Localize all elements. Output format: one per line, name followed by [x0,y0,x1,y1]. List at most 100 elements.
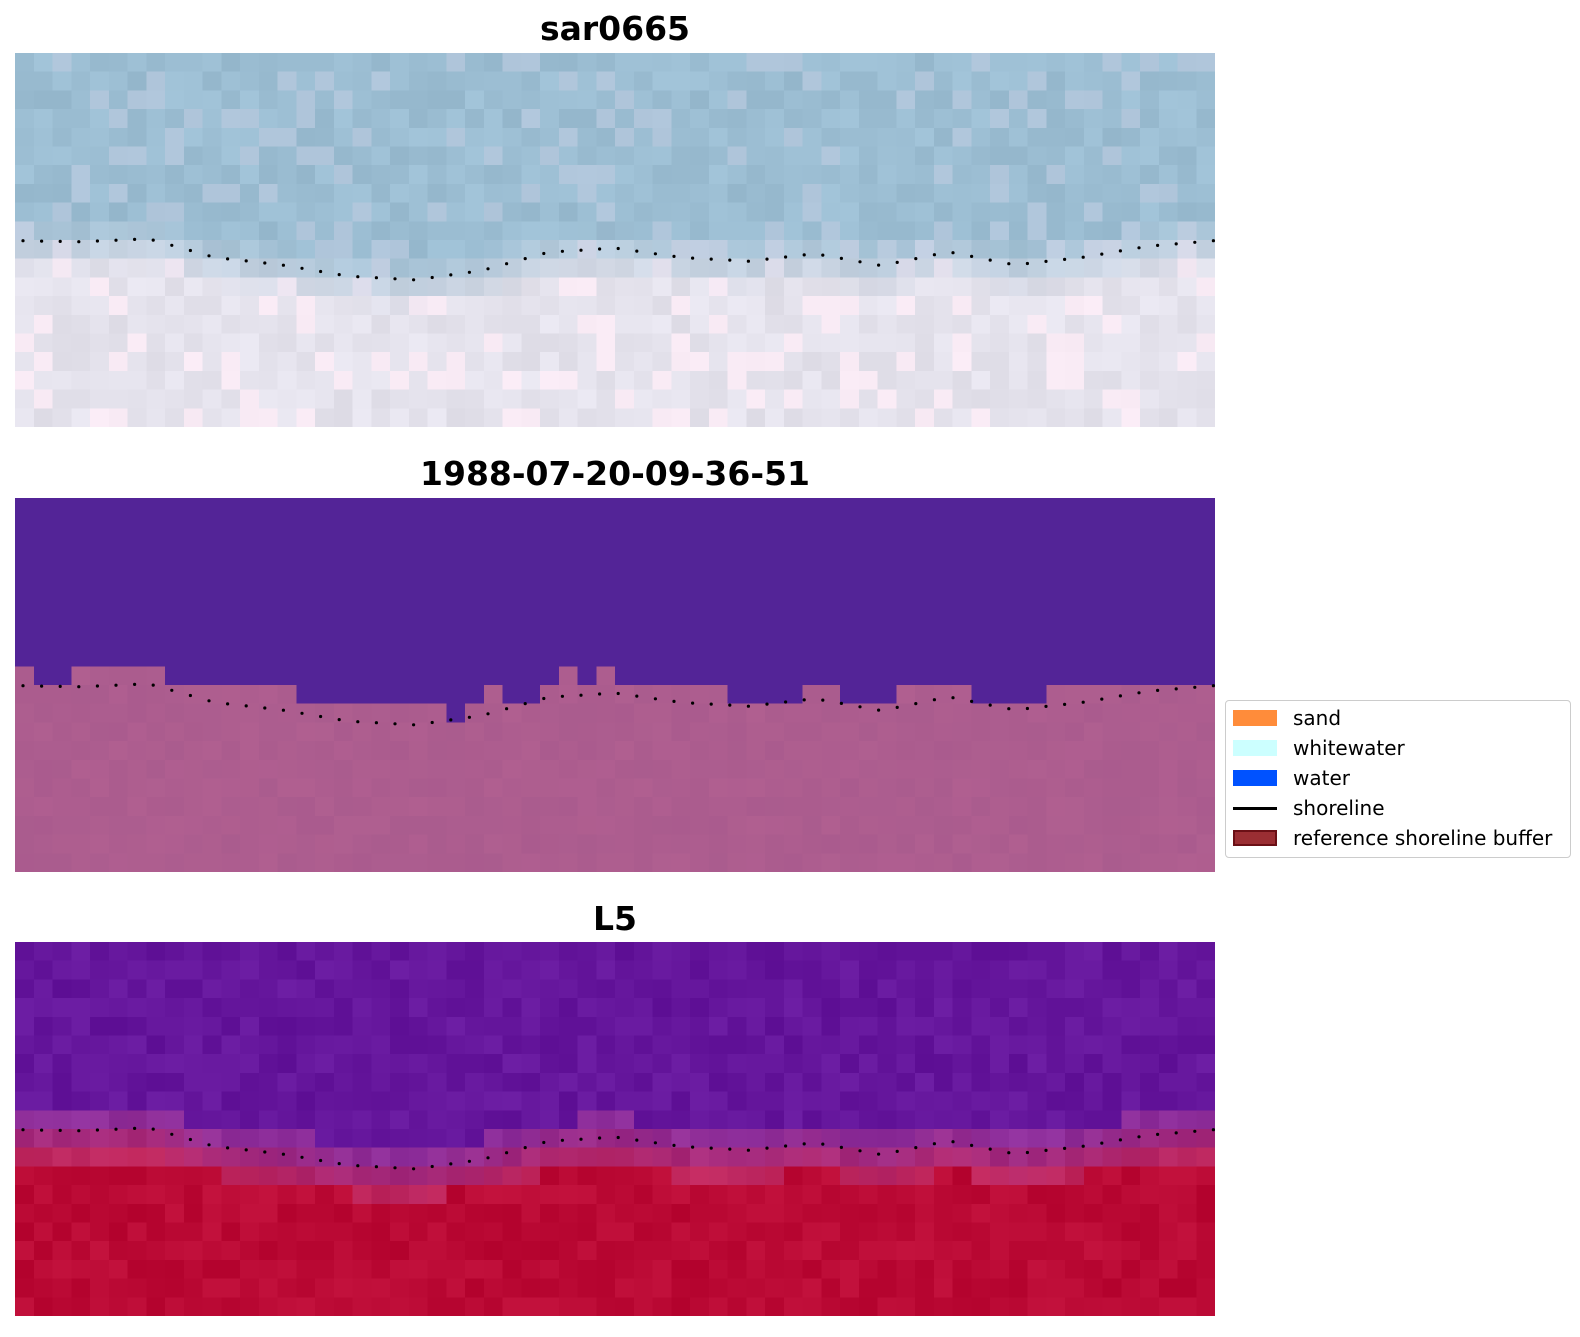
shoreline-point [393,277,397,281]
shoreline-point [374,1165,378,1169]
shoreline-point [263,706,267,710]
shoreline-point [95,684,99,688]
shoreline-point [1100,697,1104,701]
pixel-grid [15,942,1215,1316]
shoreline-point [839,1145,844,1149]
legend-item-reference-shoreline-buffer: reference shoreline buffer [1233,825,1552,851]
shoreline-point [1025,706,1029,711]
shoreline-point [1025,261,1029,266]
shoreline-point [1211,1128,1215,1132]
shoreline-point [281,708,285,712]
shoreline-point [58,1128,62,1132]
shoreline-point [263,261,267,265]
shoreline-point [1007,262,1011,266]
shoreline-point [356,720,360,724]
shoreline-point [188,248,192,253]
shoreline-point [672,699,676,703]
legend-item-sand: sand [1233,705,1341,731]
shoreline-point [1044,259,1048,263]
shoreline-point [709,257,713,261]
shoreline-point [1193,240,1197,244]
shoreline-point [319,714,323,719]
shoreline-point [988,258,992,262]
shoreline-point [467,270,471,274]
shoreline-point [542,696,546,701]
shoreline-point [58,239,62,243]
legend-label: sand [1293,706,1342,730]
panel-title: L5 [593,899,637,938]
shoreline-point [877,708,881,712]
shoreline-point [1156,243,1160,247]
index-image [15,942,1215,1316]
shoreline-point [226,257,230,261]
shoreline-point [951,696,955,700]
water-swatch-icon [1233,770,1277,786]
index-image-panel [15,942,1215,1316]
shoreline-point [319,1158,323,1163]
shoreline-point [1118,249,1122,253]
pixel-grid [15,53,1215,427]
shoreline-point [1081,1144,1085,1148]
shoreline-point [895,1149,899,1153]
shoreline-point [393,1166,397,1170]
shoreline-point [393,722,397,726]
shoreline-point [319,269,323,274]
shoreline-point [951,1140,955,1144]
shoreline-point [1063,257,1067,261]
shoreline-point [337,1162,341,1166]
buffer-swatch-icon [1233,830,1277,846]
shoreline-point [542,1140,546,1145]
shoreline-point [505,1151,509,1155]
shoreline-point [821,1142,825,1146]
shoreline-point [1137,246,1141,250]
shoreline-point [523,702,527,706]
shoreline-point [746,259,751,263]
shoreline-point [114,683,118,687]
shoreline-point [598,692,602,696]
shoreline-point [281,1152,285,1156]
shoreline-point [486,1156,490,1160]
shoreline-point [1118,1138,1122,1142]
shoreline-point [895,705,899,709]
shoreline-point [653,697,658,701]
shoreline-point [821,253,825,257]
shoreline-point [598,247,602,251]
shoreline-point [821,698,825,702]
shoreline-point [523,257,527,261]
shoreline-dots [21,682,1215,727]
shoreline-point [21,239,25,243]
shoreline-point [914,257,918,261]
shoreline-point [1211,239,1215,243]
sar-image-panel [15,53,1215,427]
shoreline-point [21,1128,25,1132]
shoreline-point [858,1149,862,1153]
shoreline-point [1156,688,1160,692]
shoreline-point [970,699,974,703]
shoreline-point [207,699,211,703]
shoreline-point [709,702,713,706]
shoreline-point [1044,704,1048,708]
legend-item-whitewater: whitewater [1233,735,1405,761]
shoreline-point [1156,1132,1160,1136]
shoreline-point [151,238,155,242]
shoreline-point [691,256,695,260]
shoreline-point [1137,691,1141,695]
shoreline-point [802,698,806,702]
shoreline-point [207,1143,211,1147]
legend-label: whitewater [1293,736,1405,760]
shoreline-point [728,258,732,262]
shoreline-point [932,253,937,257]
shoreline-point [858,260,862,264]
shoreline-point [988,1147,992,1151]
shoreline-point [616,246,620,251]
sand-swatch-icon [1233,710,1277,726]
shoreline-dots [21,237,1215,282]
shoreline-point [486,712,490,716]
shoreline-point [728,703,732,707]
shoreline-point [449,1162,453,1166]
shoreline-point [374,721,378,725]
shoreline-point [244,704,248,708]
shoreline-point [244,259,248,263]
shoreline-point [412,1167,416,1171]
shoreline-dots [21,1126,1215,1171]
